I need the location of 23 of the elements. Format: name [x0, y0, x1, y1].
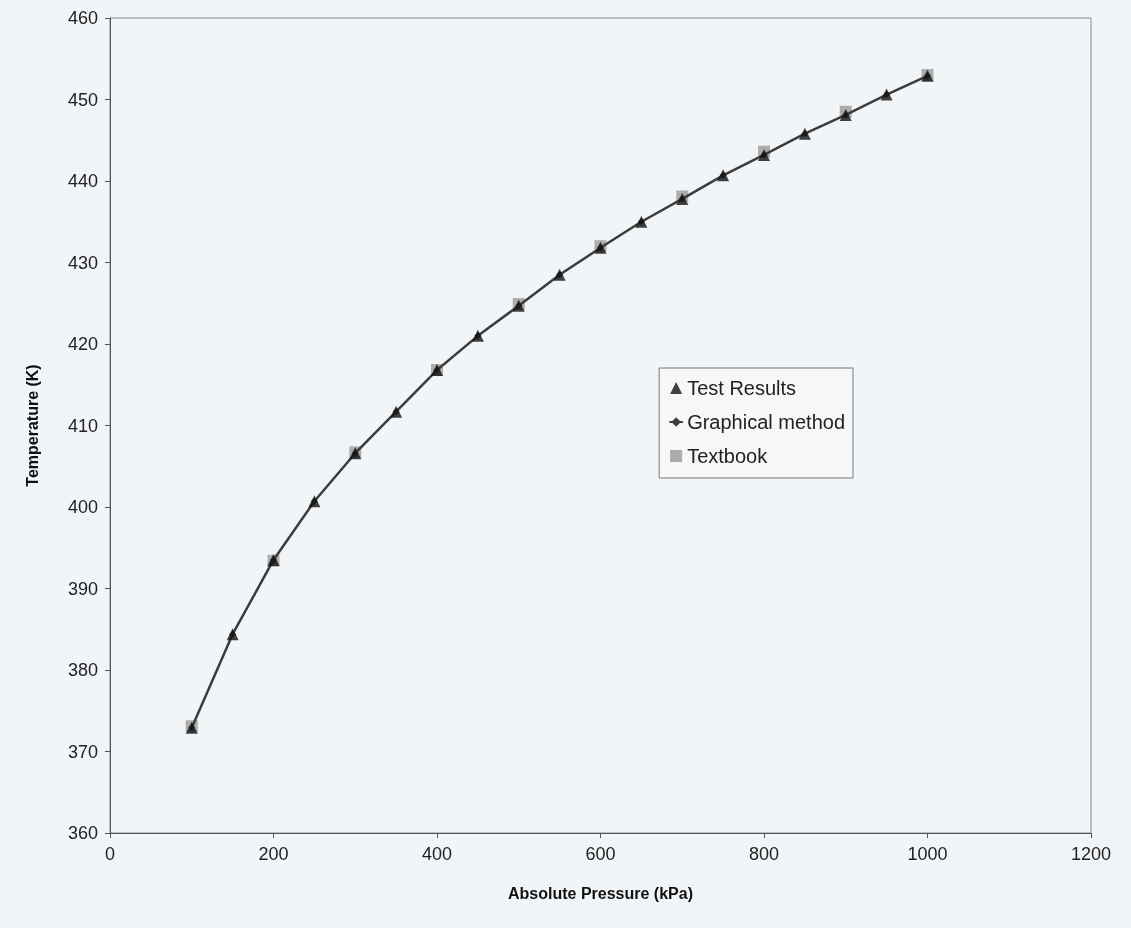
y-tick-label: 420: [67, 334, 98, 354]
x-tick-label: 1000: [907, 844, 948, 864]
x-tick-label: 400: [421, 844, 453, 864]
y-tick-label: 440: [67, 171, 98, 191]
legend-label: Test Results: [687, 377, 797, 399]
y-tick-label: 370: [67, 741, 98, 762]
legend-label: Textbook: [687, 445, 769, 467]
x-tick-label: 200: [258, 844, 289, 864]
x-axis-title: Absolute Pressure (kPa): [508, 884, 693, 902]
y-tick-label: 380: [67, 660, 98, 680]
y-axis-title: Temperature (K): [23, 364, 41, 487]
x-tick-label: 1200: [1070, 844, 1112, 864]
x-tick-label: 600: [585, 844, 616, 864]
x-tick-label: 0: [104, 844, 116, 864]
y-tick-label: 400: [67, 497, 98, 517]
x-tick-label: 800: [748, 844, 780, 864]
y-tick-label: 390: [67, 578, 98, 599]
y-tick-label: 460: [67, 8, 98, 28]
y-tick-label: 410: [67, 415, 98, 436]
y-tick-label: 430: [67, 252, 98, 273]
y-tick-label: 360: [67, 823, 98, 843]
y-tick-label: 450: [67, 89, 98, 110]
legend-label: Graphical method: [687, 411, 846, 433]
